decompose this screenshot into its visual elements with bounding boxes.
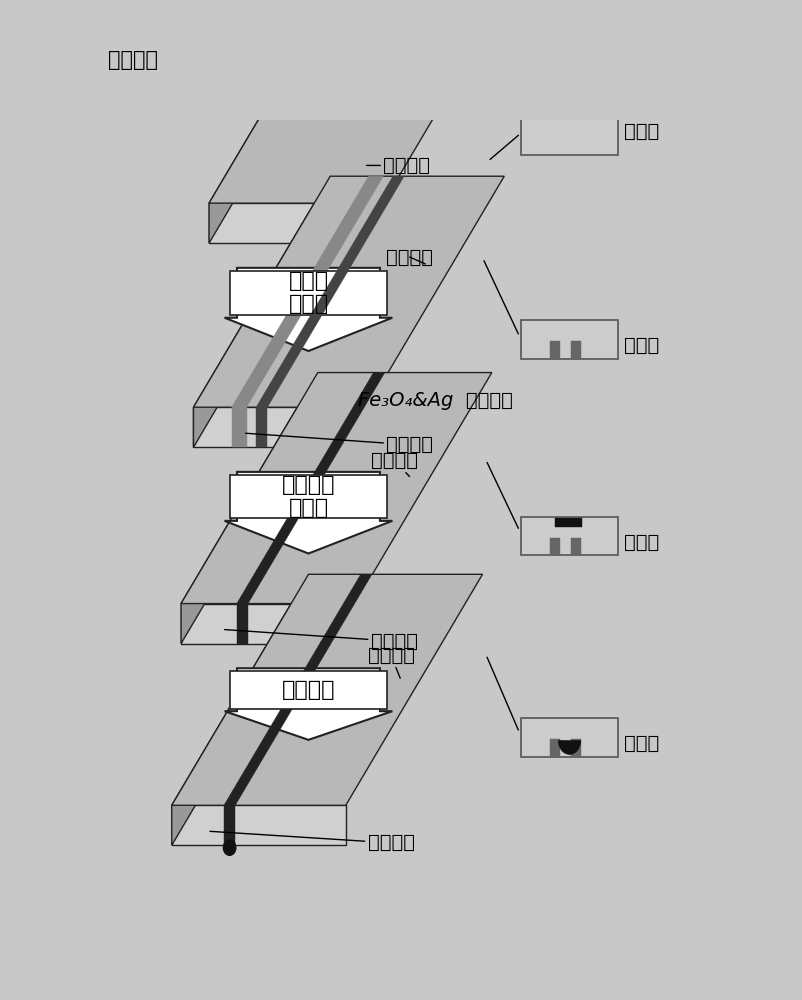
- Polygon shape: [256, 407, 267, 447]
- Polygon shape: [232, 407, 246, 447]
- Text: 磁光玻璃: 磁光玻璃: [225, 630, 418, 651]
- Bar: [572, 739, 581, 757]
- Bar: [521, 116, 618, 155]
- Polygon shape: [224, 805, 235, 845]
- Bar: [555, 518, 582, 527]
- Bar: [521, 718, 618, 757]
- Text: Fe₃O₄&Ag  纳米核壳: Fe₃O₄&Ag 纳米核壳: [358, 391, 513, 410]
- Polygon shape: [225, 668, 392, 740]
- Bar: [550, 739, 560, 757]
- Text: 条形波导: 条形波导: [387, 248, 433, 267]
- Text: 磁光玻璃: 磁光玻璃: [367, 156, 430, 175]
- Polygon shape: [558, 741, 581, 754]
- Polygon shape: [172, 574, 309, 845]
- Text: 横截面: 横截面: [624, 532, 659, 551]
- Text: 条形波导: 条形波导: [371, 451, 418, 477]
- Text: 条形波导: 条形波导: [367, 646, 415, 678]
- Text: 横截面: 横截面: [624, 122, 659, 141]
- Polygon shape: [181, 604, 355, 644]
- Polygon shape: [193, 176, 504, 407]
- Polygon shape: [172, 805, 346, 845]
- Text: 磁光玻璃: 磁光玻璃: [210, 831, 415, 852]
- Text: 磁光玻璃: 磁光玻璃: [245, 433, 433, 454]
- Polygon shape: [209, 203, 383, 243]
- Circle shape: [224, 840, 236, 855]
- Bar: [572, 341, 581, 359]
- Text: 构建波
导图案: 构建波 导图案: [289, 271, 329, 314]
- Polygon shape: [256, 176, 404, 407]
- Polygon shape: [237, 604, 248, 644]
- Polygon shape: [237, 373, 385, 604]
- Polygon shape: [224, 574, 372, 805]
- Polygon shape: [225, 268, 392, 351]
- Bar: [572, 538, 581, 555]
- Bar: [230, 271, 387, 315]
- Bar: [550, 341, 560, 359]
- Polygon shape: [193, 407, 367, 447]
- Bar: [230, 671, 387, 709]
- Bar: [550, 538, 560, 555]
- Text: 横截面: 横截面: [624, 336, 659, 355]
- Bar: [521, 517, 618, 555]
- Polygon shape: [107, 31, 225, 89]
- Polygon shape: [232, 176, 383, 407]
- Bar: [230, 475, 387, 518]
- Text: 沉积磁核
壳材料: 沉积磁核 壳材料: [282, 475, 335, 518]
- Polygon shape: [209, 0, 346, 243]
- Polygon shape: [209, 0, 520, 203]
- Polygon shape: [225, 472, 392, 554]
- Text: 熔融淬火: 熔融淬火: [107, 50, 158, 70]
- Polygon shape: [172, 574, 483, 805]
- Polygon shape: [181, 373, 318, 644]
- Text: 离子交换: 离子交换: [282, 680, 335, 700]
- Polygon shape: [193, 176, 330, 447]
- Polygon shape: [181, 373, 492, 604]
- Text: 横截面: 横截面: [624, 734, 659, 753]
- Bar: [521, 320, 618, 359]
